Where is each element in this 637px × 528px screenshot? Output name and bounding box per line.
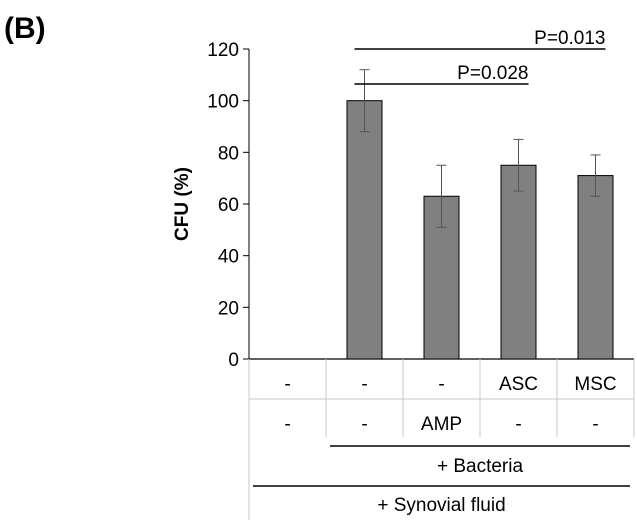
- table-cell: -: [361, 414, 367, 435]
- p-value-label: P=0.028: [457, 63, 528, 84]
- table-cell: MSC: [574, 374, 616, 395]
- group-label: + Bacteria: [437, 456, 524, 477]
- table-cell: -: [438, 374, 444, 395]
- y-axis-label: CFU (%): [172, 167, 193, 241]
- bar: [346, 100, 383, 360]
- p-value-label: P=0.013: [534, 28, 605, 49]
- panel-label: (B): [4, 12, 46, 45]
- group-label: + Synovial fluid: [377, 495, 505, 516]
- y-tick-label: 100: [207, 92, 239, 113]
- table-cell: -: [284, 414, 290, 435]
- table-cell: AMP: [421, 414, 462, 435]
- y-tick-label: 80: [218, 143, 239, 164]
- y-tick-label: 120: [207, 40, 239, 61]
- y-tick-label: 60: [218, 195, 239, 216]
- bar: [577, 175, 614, 360]
- table-cell: -: [284, 374, 290, 395]
- table-cell: ASC: [499, 374, 538, 395]
- table-cell: -: [361, 374, 367, 395]
- y-tick-label: 0: [228, 350, 239, 371]
- y-tick-label: 40: [218, 247, 239, 268]
- bar: [500, 164, 537, 360]
- table-cell: -: [592, 414, 598, 435]
- table-cell: -: [515, 414, 521, 435]
- y-tick-label: 20: [218, 298, 239, 319]
